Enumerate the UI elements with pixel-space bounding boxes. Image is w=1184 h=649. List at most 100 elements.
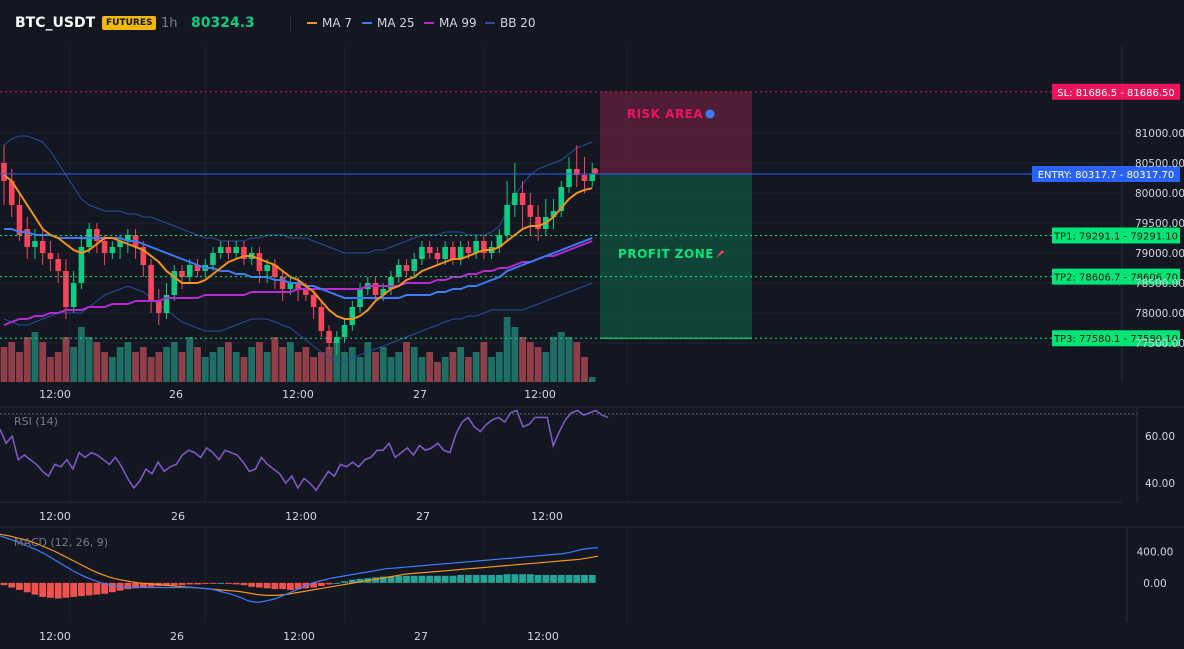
candle-body: [496, 235, 503, 247]
candle-body: [63, 271, 69, 307]
volume-bar: [248, 347, 256, 382]
time-axis-tick: 26: [169, 388, 183, 401]
level-label-tp2: TP2: 78606.7 - 78606.70: [1053, 273, 1178, 284]
candle-body: [256, 253, 263, 271]
candle-body: [442, 247, 448, 259]
candle-body: [1, 163, 7, 181]
price-axis-tick: 79000.00: [1135, 248, 1184, 260]
legend-bb20[interactable]: BB 20: [485, 16, 536, 30]
macd-hist-bar: [225, 582, 232, 584]
volume-bar: [124, 342, 132, 382]
legend-ma7[interactable]: MA 7: [307, 16, 352, 30]
volume-bar: [271, 337, 279, 382]
macd-hist-bar: [132, 582, 139, 589]
volume-bar: [225, 342, 232, 382]
macd-hist-bar: [341, 581, 348, 583]
macd-hist-bar: [108, 582, 116, 593]
macd-hist-bar: [217, 582, 225, 584]
macd-hist-bar: [31, 582, 39, 595]
chart-header: BTC_USDT FUTURES 1h 80324.3 MA 7 MA 25 M…: [0, 0, 1184, 46]
entry-marker-icon: [592, 167, 599, 174]
legend-swatch-icon: [362, 22, 372, 24]
macd-hist-bar: [434, 575, 441, 583]
candle-body: [78, 247, 85, 283]
bb-upper-line: [3, 135, 593, 254]
macd-hist-bar: [271, 582, 279, 590]
candle-body: [535, 217, 541, 229]
candle-body: [47, 253, 54, 259]
price-axis-tick: 80500.00: [1135, 158, 1184, 170]
candle-body: [163, 295, 170, 313]
volume-bar: [93, 342, 101, 382]
volume-bar: [294, 352, 302, 382]
volume-bar: [465, 357, 472, 382]
volume-bar: [356, 357, 364, 382]
volume-bar: [240, 357, 248, 382]
volume-bar: [31, 332, 39, 382]
level-label-sl: SL: 81686.5 - 81686.50: [1057, 88, 1175, 99]
volume-bar: [503, 317, 511, 382]
volume-bar: [302, 347, 310, 382]
symbol-name[interactable]: BTC_USDT: [15, 15, 96, 31]
legend-label: MA 25: [377, 16, 415, 30]
last-price: 80324.3: [191, 15, 255, 31]
candle-body: [581, 175, 588, 181]
candle-body: [233, 247, 239, 253]
candle-body: [334, 337, 340, 343]
candle-body: [156, 301, 162, 313]
volume-bar: [379, 347, 387, 382]
candle-body: [465, 247, 472, 253]
macd-hist-bar: [557, 575, 565, 583]
volume-bar: [325, 347, 333, 382]
candle-body: [372, 283, 379, 295]
macd-hist-bar: [294, 582, 302, 590]
rsi-title: RSI (14): [14, 415, 58, 428]
macd-hist-bar: [317, 582, 325, 586]
volume-bar: [139, 347, 147, 382]
candle-body: [287, 283, 294, 289]
macd-hist-bar: [47, 582, 54, 598]
volume-bar: [310, 357, 317, 382]
macd-hist-bar: [325, 582, 333, 585]
candle-body: [519, 193, 526, 205]
candle-body: [473, 241, 479, 253]
time-axis-tick: 12:00: [282, 388, 314, 401]
macd-hist-bar: [178, 582, 186, 586]
legend-label: BB 20: [500, 16, 536, 30]
candle-body: [434, 253, 441, 259]
candle-body: [109, 247, 116, 253]
macd-hist-bar: [186, 582, 194, 585]
volume-bar: [519, 337, 526, 382]
macd-hist-bar: [449, 575, 457, 583]
volume-bar: [534, 347, 542, 382]
macd-hist-bar: [139, 582, 147, 588]
macd-hist-bar: [23, 582, 31, 593]
volume-bar: [565, 337, 573, 382]
price-axis-tick: 80000.00: [1135, 188, 1184, 200]
volume-bar: [286, 342, 294, 382]
volume-bar: [449, 352, 457, 382]
macd-hist-bar: [441, 575, 449, 583]
interval-label[interactable]: 1h: [161, 16, 178, 31]
level-label-tp3: TP3: 77580.1 - 77580.10: [1053, 334, 1178, 345]
legend-ma25[interactable]: MA 25: [362, 16, 415, 30]
level-label-bg-tp2: [1052, 268, 1180, 285]
volume-bar: [364, 342, 372, 382]
candle-body: [310, 295, 317, 307]
macd-hist-bar: [372, 577, 379, 583]
macd-hist-bar: [550, 575, 557, 583]
macd-hist-bar: [310, 582, 317, 588]
legend-swatch-icon: [485, 22, 495, 24]
macd-line: [0, 535, 599, 604]
macd-hist-bar: [465, 575, 472, 583]
legend-ma99[interactable]: MA 99: [424, 16, 477, 30]
price-axis-tick: 79500.00: [1135, 218, 1184, 230]
risk-zone: [600, 91, 752, 174]
volume-bar: [341, 352, 348, 382]
candle-body: [24, 229, 31, 247]
macd-hist-bar: [62, 582, 70, 598]
macd-axis-tick: 0.00: [1143, 578, 1166, 590]
macd-signal-line: [0, 533, 599, 596]
macd-hist-bar: [201, 582, 209, 584]
